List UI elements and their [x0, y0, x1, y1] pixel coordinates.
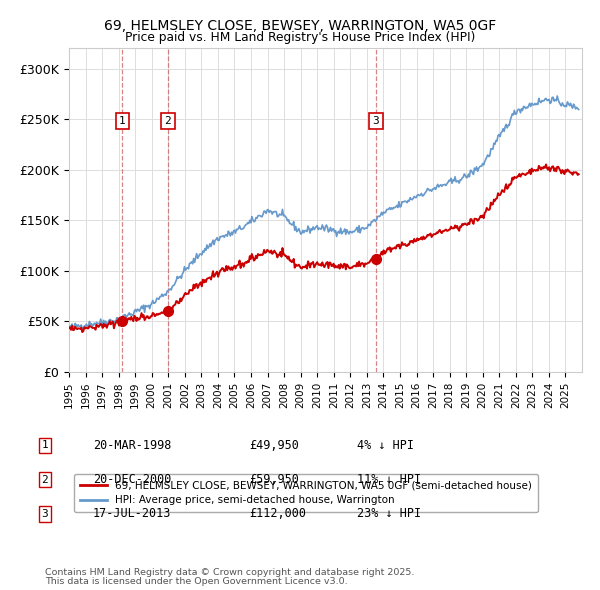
Text: 20-MAR-1998: 20-MAR-1998 — [93, 439, 172, 452]
Text: This data is licensed under the Open Government Licence v3.0.: This data is licensed under the Open Gov… — [45, 578, 347, 586]
Text: £112,000: £112,000 — [249, 507, 306, 520]
Legend: 69, HELMSLEY CLOSE, BEWSEY, WARRINGTON, WA5 0GF (semi-detached house), HPI: Aver: 69, HELMSLEY CLOSE, BEWSEY, WARRINGTON, … — [74, 474, 538, 512]
Text: 69, HELMSLEY CLOSE, BEWSEY, WARRINGTON, WA5 0GF: 69, HELMSLEY CLOSE, BEWSEY, WARRINGTON, … — [104, 19, 496, 33]
Text: 3: 3 — [373, 116, 379, 126]
Text: Price paid vs. HM Land Registry's House Price Index (HPI): Price paid vs. HM Land Registry's House … — [125, 31, 475, 44]
Text: 1: 1 — [41, 441, 49, 450]
Text: 11% ↓ HPI: 11% ↓ HPI — [357, 473, 421, 486]
Text: 2: 2 — [164, 116, 171, 126]
Text: 17-JUL-2013: 17-JUL-2013 — [93, 507, 172, 520]
Text: 2: 2 — [41, 475, 49, 484]
Text: Contains HM Land Registry data © Crown copyright and database right 2025.: Contains HM Land Registry data © Crown c… — [45, 568, 415, 577]
Text: 1: 1 — [119, 116, 125, 126]
Text: 3: 3 — [41, 509, 49, 519]
Text: £59,950: £59,950 — [249, 473, 299, 486]
Text: 4% ↓ HPI: 4% ↓ HPI — [357, 439, 414, 452]
Text: £49,950: £49,950 — [249, 439, 299, 452]
Text: 23% ↓ HPI: 23% ↓ HPI — [357, 507, 421, 520]
Text: 20-DEC-2000: 20-DEC-2000 — [93, 473, 172, 486]
